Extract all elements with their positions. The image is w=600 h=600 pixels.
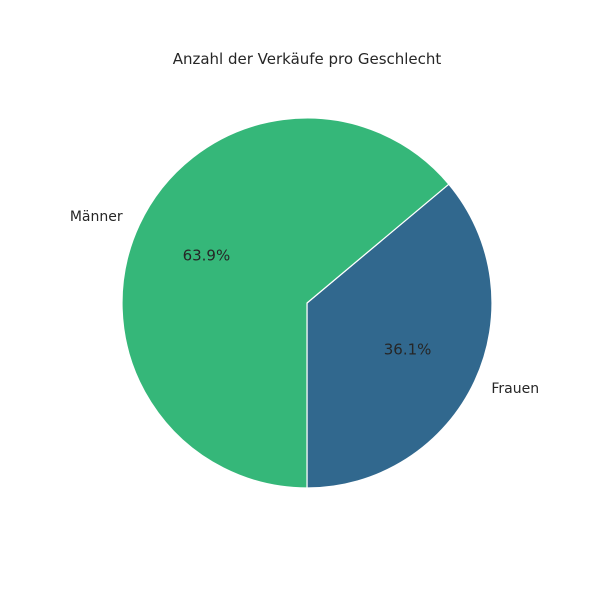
slice-percent-frauen: 36.1% [384,340,432,358]
pie-labels: Frauen 36.1% Männer 63.9% [70,209,539,397]
slice-label-männer: Männer [70,209,123,225]
pie-slices [121,117,493,489]
slice-percent-männer: 63.9% [183,247,231,265]
chart-title: Anzahl der Verkäufe pro Geschlecht [173,50,442,68]
slice-label-frauen: Frauen [491,381,539,397]
pie-slice-frauen [306,183,493,489]
pie-slice-männer [121,117,450,489]
